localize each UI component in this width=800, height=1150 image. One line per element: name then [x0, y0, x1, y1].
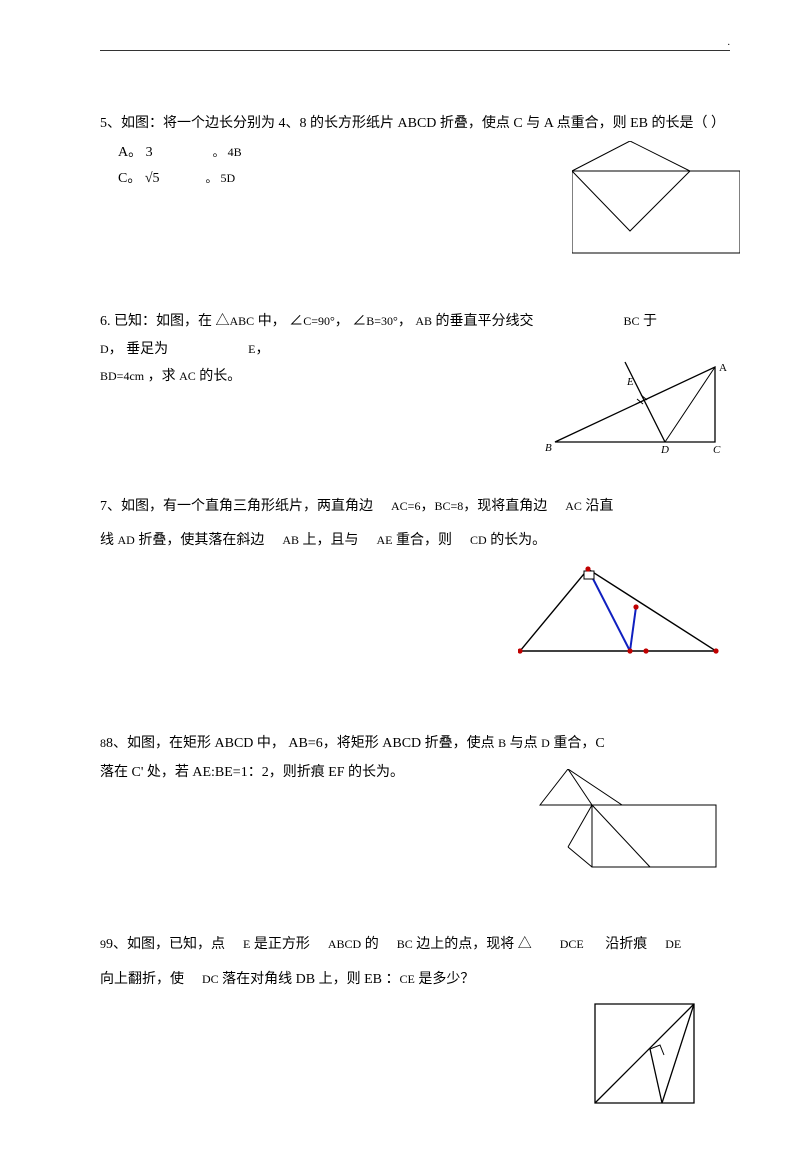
- t: 9、如图，已知，点: [106, 937, 225, 952]
- q5-opt-d: 。 5D: [206, 171, 236, 185]
- q5-text: 5、如图：将一个边长分别为 4、8 的长方形纸片 ABCD 折叠，使点 C 与 …: [100, 111, 730, 138]
- t: BC=8: [434, 499, 463, 513]
- t: D: [541, 736, 550, 750]
- t: BC: [397, 937, 413, 951]
- t: 线: [100, 533, 118, 548]
- t: AC=6: [391, 499, 420, 513]
- t: ，: [398, 314, 416, 329]
- t: 的: [361, 937, 379, 952]
- svg-text:D: D: [660, 444, 669, 456]
- t: 折叠，使其落在斜边: [135, 533, 265, 548]
- t: 是多少？: [415, 972, 475, 987]
- t: DE: [665, 937, 681, 951]
- t: DC: [202, 972, 219, 986]
- t: 8、如图，在矩形 ABCD 中， AB=6，将矩形 ABCD 折叠，使点: [106, 736, 498, 751]
- t: 重合，C: [550, 736, 605, 751]
- t: AD: [118, 533, 135, 547]
- t: AE: [377, 533, 393, 547]
- q7-line2: 线 AD 折叠，使其落在斜边 AB 上，且与 AE 重合，则 CD 的长为。: [100, 527, 730, 555]
- svg-text:A: A: [719, 362, 727, 374]
- t: AB: [415, 314, 432, 328]
- t: AC: [179, 369, 196, 383]
- question-9: 99、如图，已知，点E 是正方形ABCD 的BC 边上的点，现将 △DCE 沿折…: [100, 927, 730, 1083]
- t: 的垂直平分线交: [432, 314, 534, 329]
- t: 的长。: [196, 369, 242, 384]
- t: AB: [282, 533, 299, 547]
- t: 6. 已知：如图，在 △: [100, 314, 230, 329]
- t: AC: [565, 499, 582, 513]
- q7-line1: 7、如图，有一个直角三角形纸片，两直角边 AC=6，BC=8，现将直角边 AC 沿直: [100, 489, 730, 525]
- t: 的长为。: [487, 533, 547, 548]
- q9-line1: 99、如图，已知，点E 是正方形ABCD 的BC 边上的点，现将 △DCE 沿折…: [100, 927, 730, 963]
- t: D: [100, 342, 109, 356]
- t: 沿折痕: [602, 937, 648, 952]
- t: 中， ∠: [254, 314, 303, 329]
- t: C=90°: [303, 314, 335, 328]
- t: DCE: [560, 937, 584, 951]
- t: ，求: [144, 369, 179, 384]
- t: 7、如图，有一个直角三角形纸片，两直角边: [100, 499, 373, 514]
- t: CE: [400, 972, 415, 986]
- svg-text:B: B: [545, 442, 552, 454]
- t: 于: [640, 314, 658, 329]
- t: ABC: [230, 314, 255, 328]
- q5-figure: [572, 141, 740, 256]
- corner-dot: .: [728, 37, 731, 48]
- question-6: 6. 已知：如图，在 △ABC 中， ∠C=90°， ∠B=30°， AB 的垂…: [100, 309, 730, 463]
- t: ，现将直角边: [463, 499, 547, 514]
- q5-opt-b: 。 4B: [213, 145, 242, 159]
- question-5: 5、如图：将一个边长分别为 4、8 的长方形纸片 ABCD 折叠，使点 C 与 …: [100, 111, 730, 283]
- t: 是正方形: [250, 937, 310, 952]
- q6-line1: 6. 已知：如图，在 △ABC 中， ∠C=90°， ∠B=30°， AB 的垂…: [100, 309, 730, 336]
- q5-opt-a: A。 3: [118, 145, 153, 160]
- t: CD: [470, 533, 487, 547]
- q6-figure: A B D C E: [545, 357, 730, 457]
- question-8: 88、如图，在矩形 ABCD 中， AB=6，将矩形 ABCD 折叠，使点 B …: [100, 731, 730, 901]
- t: 沿直: [582, 499, 614, 514]
- svg-text:C: C: [713, 444, 721, 456]
- t: ，: [256, 342, 270, 357]
- t: 向上翻折，使: [100, 972, 184, 987]
- t: BC: [624, 314, 640, 328]
- q5-opt-c: C。 √5: [118, 171, 160, 186]
- svg-text:E: E: [626, 376, 634, 388]
- q8-line1: 88、如图，在矩形 ABCD 中， AB=6，将矩形 ABCD 折叠，使点 B …: [100, 731, 730, 758]
- t: E: [248, 342, 255, 356]
- t: BD=4cm: [100, 369, 144, 383]
- t: B=30°: [366, 314, 398, 328]
- t: ，: [420, 499, 434, 514]
- t: ， ∠: [335, 314, 367, 329]
- t: 与点: [506, 736, 541, 751]
- t: 重合，则: [393, 533, 453, 548]
- page-top-rule: .: [100, 50, 730, 51]
- q8-figure: [538, 769, 720, 871]
- q9-line2: 向上翻折，使 DC 落在对角线 DB 上，则 EB ：CE 是多少？: [100, 966, 730, 994]
- t: B: [498, 736, 506, 750]
- t: 上，且与: [299, 533, 359, 548]
- question-7: 7、如图，有一个直角三角形纸片，两直角边 AC=6，BC=8，现将直角边 AC 沿直…: [100, 489, 730, 705]
- q7-figure: [518, 563, 720, 657]
- t: ABCD: [328, 937, 361, 951]
- t: ， 垂足为: [109, 342, 169, 357]
- q9-figure: [592, 1001, 700, 1109]
- t: 边上的点，现将 △: [413, 937, 532, 952]
- t: 落在对角线 DB 上，则 EB ：: [219, 972, 400, 987]
